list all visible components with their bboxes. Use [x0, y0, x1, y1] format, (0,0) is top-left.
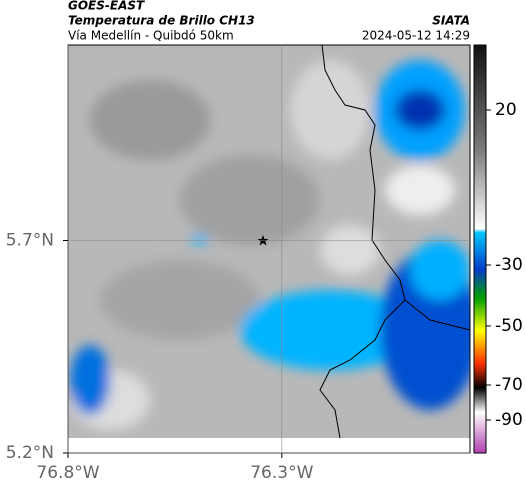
product-name: Temperatura de Brillo CH13	[68, 14, 255, 28]
source-name: SIATA	[432, 14, 470, 28]
colorbar	[473, 44, 487, 454]
colorbar-label: -30	[495, 255, 523, 275]
timestamp: 2024-05-12 14:29	[362, 29, 470, 43]
colorbar-label: 20	[495, 100, 517, 120]
satellite-name: GOES-EAST	[68, 0, 145, 13]
colorbar-label: -50	[495, 316, 523, 336]
x-tick-label: 76.3°W	[250, 463, 313, 483]
colorbar-label: -90	[495, 410, 523, 430]
colorbar-label: -70	[495, 375, 523, 395]
y-tick-label: 5.7°N	[6, 231, 54, 251]
y-tick-label: 5.2°N	[6, 443, 54, 463]
route-name: Vía Medellín - Quibdó 50km	[68, 29, 234, 43]
satellite-image	[68, 45, 470, 453]
x-tick-label: 76.8°W	[36, 463, 99, 483]
